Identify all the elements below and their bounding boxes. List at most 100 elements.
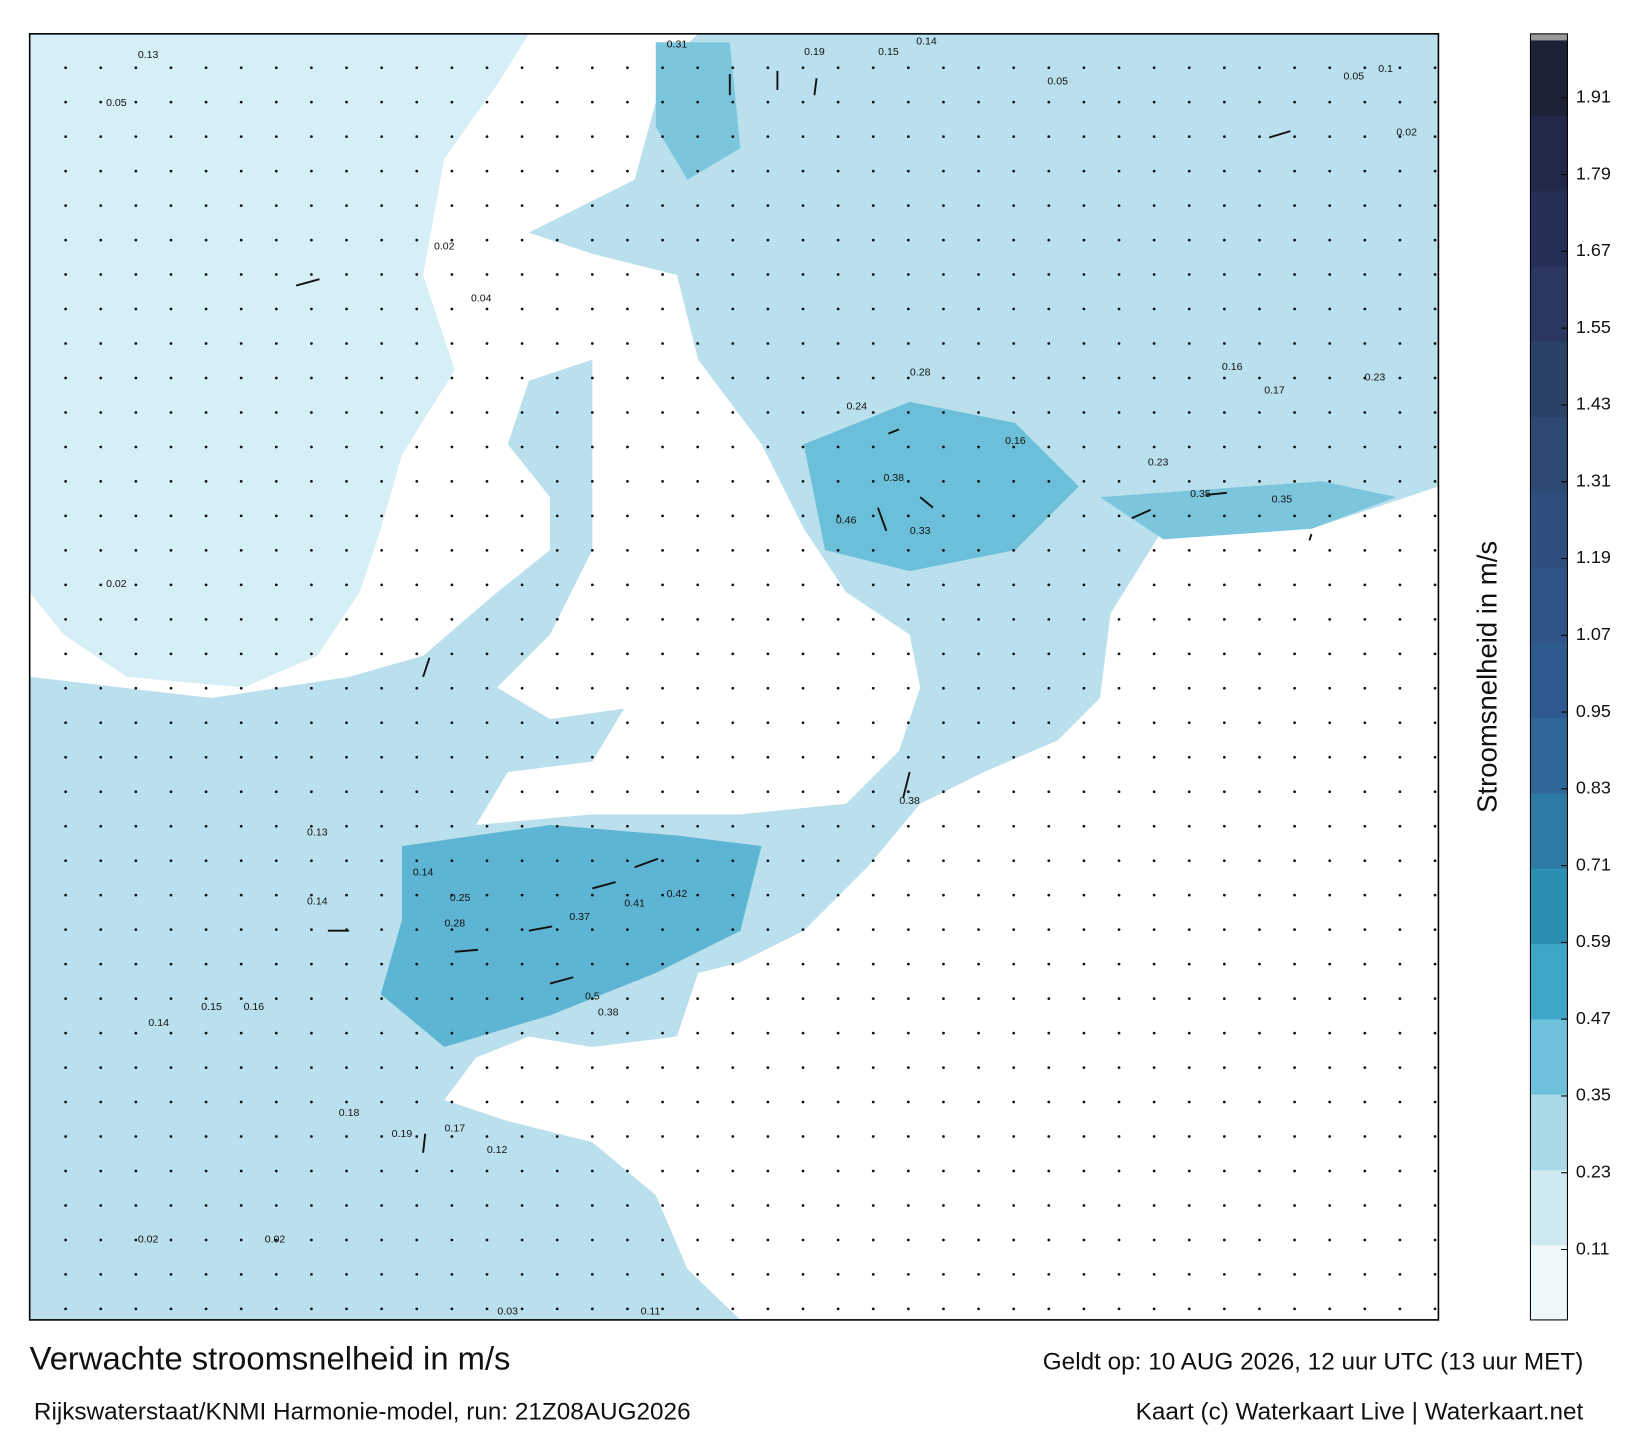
grid-dot [801, 617, 805, 621]
current-arrow [1205, 491, 1227, 496]
grid-dot [906, 1135, 910, 1138]
grid-dot [1152, 893, 1156, 897]
current-arrow [902, 771, 911, 798]
grid-dot [590, 342, 594, 345]
grid-dot [169, 66, 173, 70]
grid-dot [415, 1307, 419, 1311]
grid-dot [731, 1100, 735, 1104]
grid-dot [1222, 1204, 1226, 1207]
grid-dot [906, 445, 910, 449]
grid-dot [204, 652, 208, 656]
grid-dot [134, 376, 138, 380]
grid-dot [345, 997, 348, 1000]
grid-dot [1047, 686, 1051, 690]
grid-dot [1293, 307, 1296, 311]
grid-dot [345, 583, 348, 587]
grid-dot [661, 1238, 664, 1242]
grid-dot [696, 307, 700, 311]
grid-dot [871, 204, 875, 207]
grid-dot [1363, 342, 1367, 345]
grid-dot [64, 893, 68, 897]
grid-dot [64, 549, 68, 552]
colorbar-tick-label: 0.59 [1576, 931, 1611, 951]
grid-dot [1293, 66, 1296, 70]
grid-dot [590, 721, 594, 725]
grid-dot [1363, 204, 1367, 207]
grid-dot [1258, 721, 1261, 725]
speed-label: 0.02 [106, 578, 127, 590]
grid-dot [766, 100, 770, 104]
grid-dot [871, 652, 875, 656]
grid-dot [696, 66, 700, 70]
grid-dot [1398, 1066, 1402, 1069]
grid-dot [415, 273, 419, 276]
valid-time: Geldt op: 10 AUG 2026, 12 uur UTC (13 uu… [1043, 1349, 1584, 1376]
grid-dot [555, 204, 559, 207]
grid-dot [766, 1031, 770, 1035]
grid-dot [942, 1031, 945, 1035]
grid-dot [1363, 583, 1367, 587]
grid-dot [590, 583, 594, 587]
grid-dot [485, 549, 489, 552]
grid-dot [99, 100, 103, 104]
grid-dot [310, 480, 313, 483]
grid-dot [1082, 549, 1086, 552]
grid-dot [204, 514, 208, 518]
grid-dot [871, 549, 875, 552]
grid-dot [415, 790, 419, 794]
grid-dot [1117, 1169, 1121, 1173]
grid-dot [1117, 342, 1121, 345]
grid-dot [766, 549, 770, 552]
grid-dot [415, 583, 419, 587]
current-arrow [634, 857, 659, 869]
speed-label: 0.28 [445, 917, 466, 929]
grid-dot [1433, 307, 1437, 311]
grid-dot [415, 342, 419, 345]
grid-dot [1398, 1204, 1402, 1207]
grid-dot [836, 169, 840, 173]
grid-dot [1047, 755, 1051, 759]
grid-dot [1047, 893, 1051, 897]
grid-dot [661, 169, 664, 173]
grid-dot [906, 307, 910, 311]
grid-dot [626, 411, 629, 414]
grid-dot [661, 997, 664, 1000]
grid-dot [274, 583, 278, 587]
grid-dot [1363, 514, 1367, 518]
grid-dot [64, 790, 68, 794]
grid-dot [134, 652, 138, 656]
grid-dot [310, 928, 313, 932]
grid-dot [1398, 686, 1402, 690]
grid-dot [380, 583, 384, 587]
grid-dot [555, 1307, 559, 1311]
grid-dot [661, 376, 664, 380]
grid-dot [661, 928, 664, 932]
grid-dot [485, 342, 489, 345]
grid-dot [450, 962, 454, 966]
grid-dot [555, 928, 559, 932]
colorbar-band [1530, 642, 1568, 719]
grid-dot [1258, 1135, 1261, 1138]
grid-dot [239, 721, 243, 725]
grid-dot [1433, 893, 1437, 897]
grid-dot [1363, 445, 1367, 449]
grid-dot [555, 549, 559, 552]
grid-dot [485, 583, 489, 587]
grid-dot [239, 445, 243, 449]
grid-dot [310, 514, 313, 518]
grid-dot [239, 1066, 243, 1069]
grid-dot [1258, 686, 1261, 690]
grid-dot [1398, 824, 1402, 828]
grid-dot [99, 893, 103, 897]
grid-dot [64, 1238, 68, 1242]
grid-dot [1012, 583, 1016, 587]
grid-dot [871, 169, 875, 173]
grid-dot [836, 1204, 840, 1207]
grid-dot [1152, 100, 1156, 104]
grid-dot [204, 1307, 208, 1311]
grid-dot [204, 342, 208, 345]
grid-dot [590, 238, 594, 242]
grid-dot [415, 169, 419, 173]
grid-dot [766, 307, 770, 311]
grid-dot [977, 790, 980, 794]
